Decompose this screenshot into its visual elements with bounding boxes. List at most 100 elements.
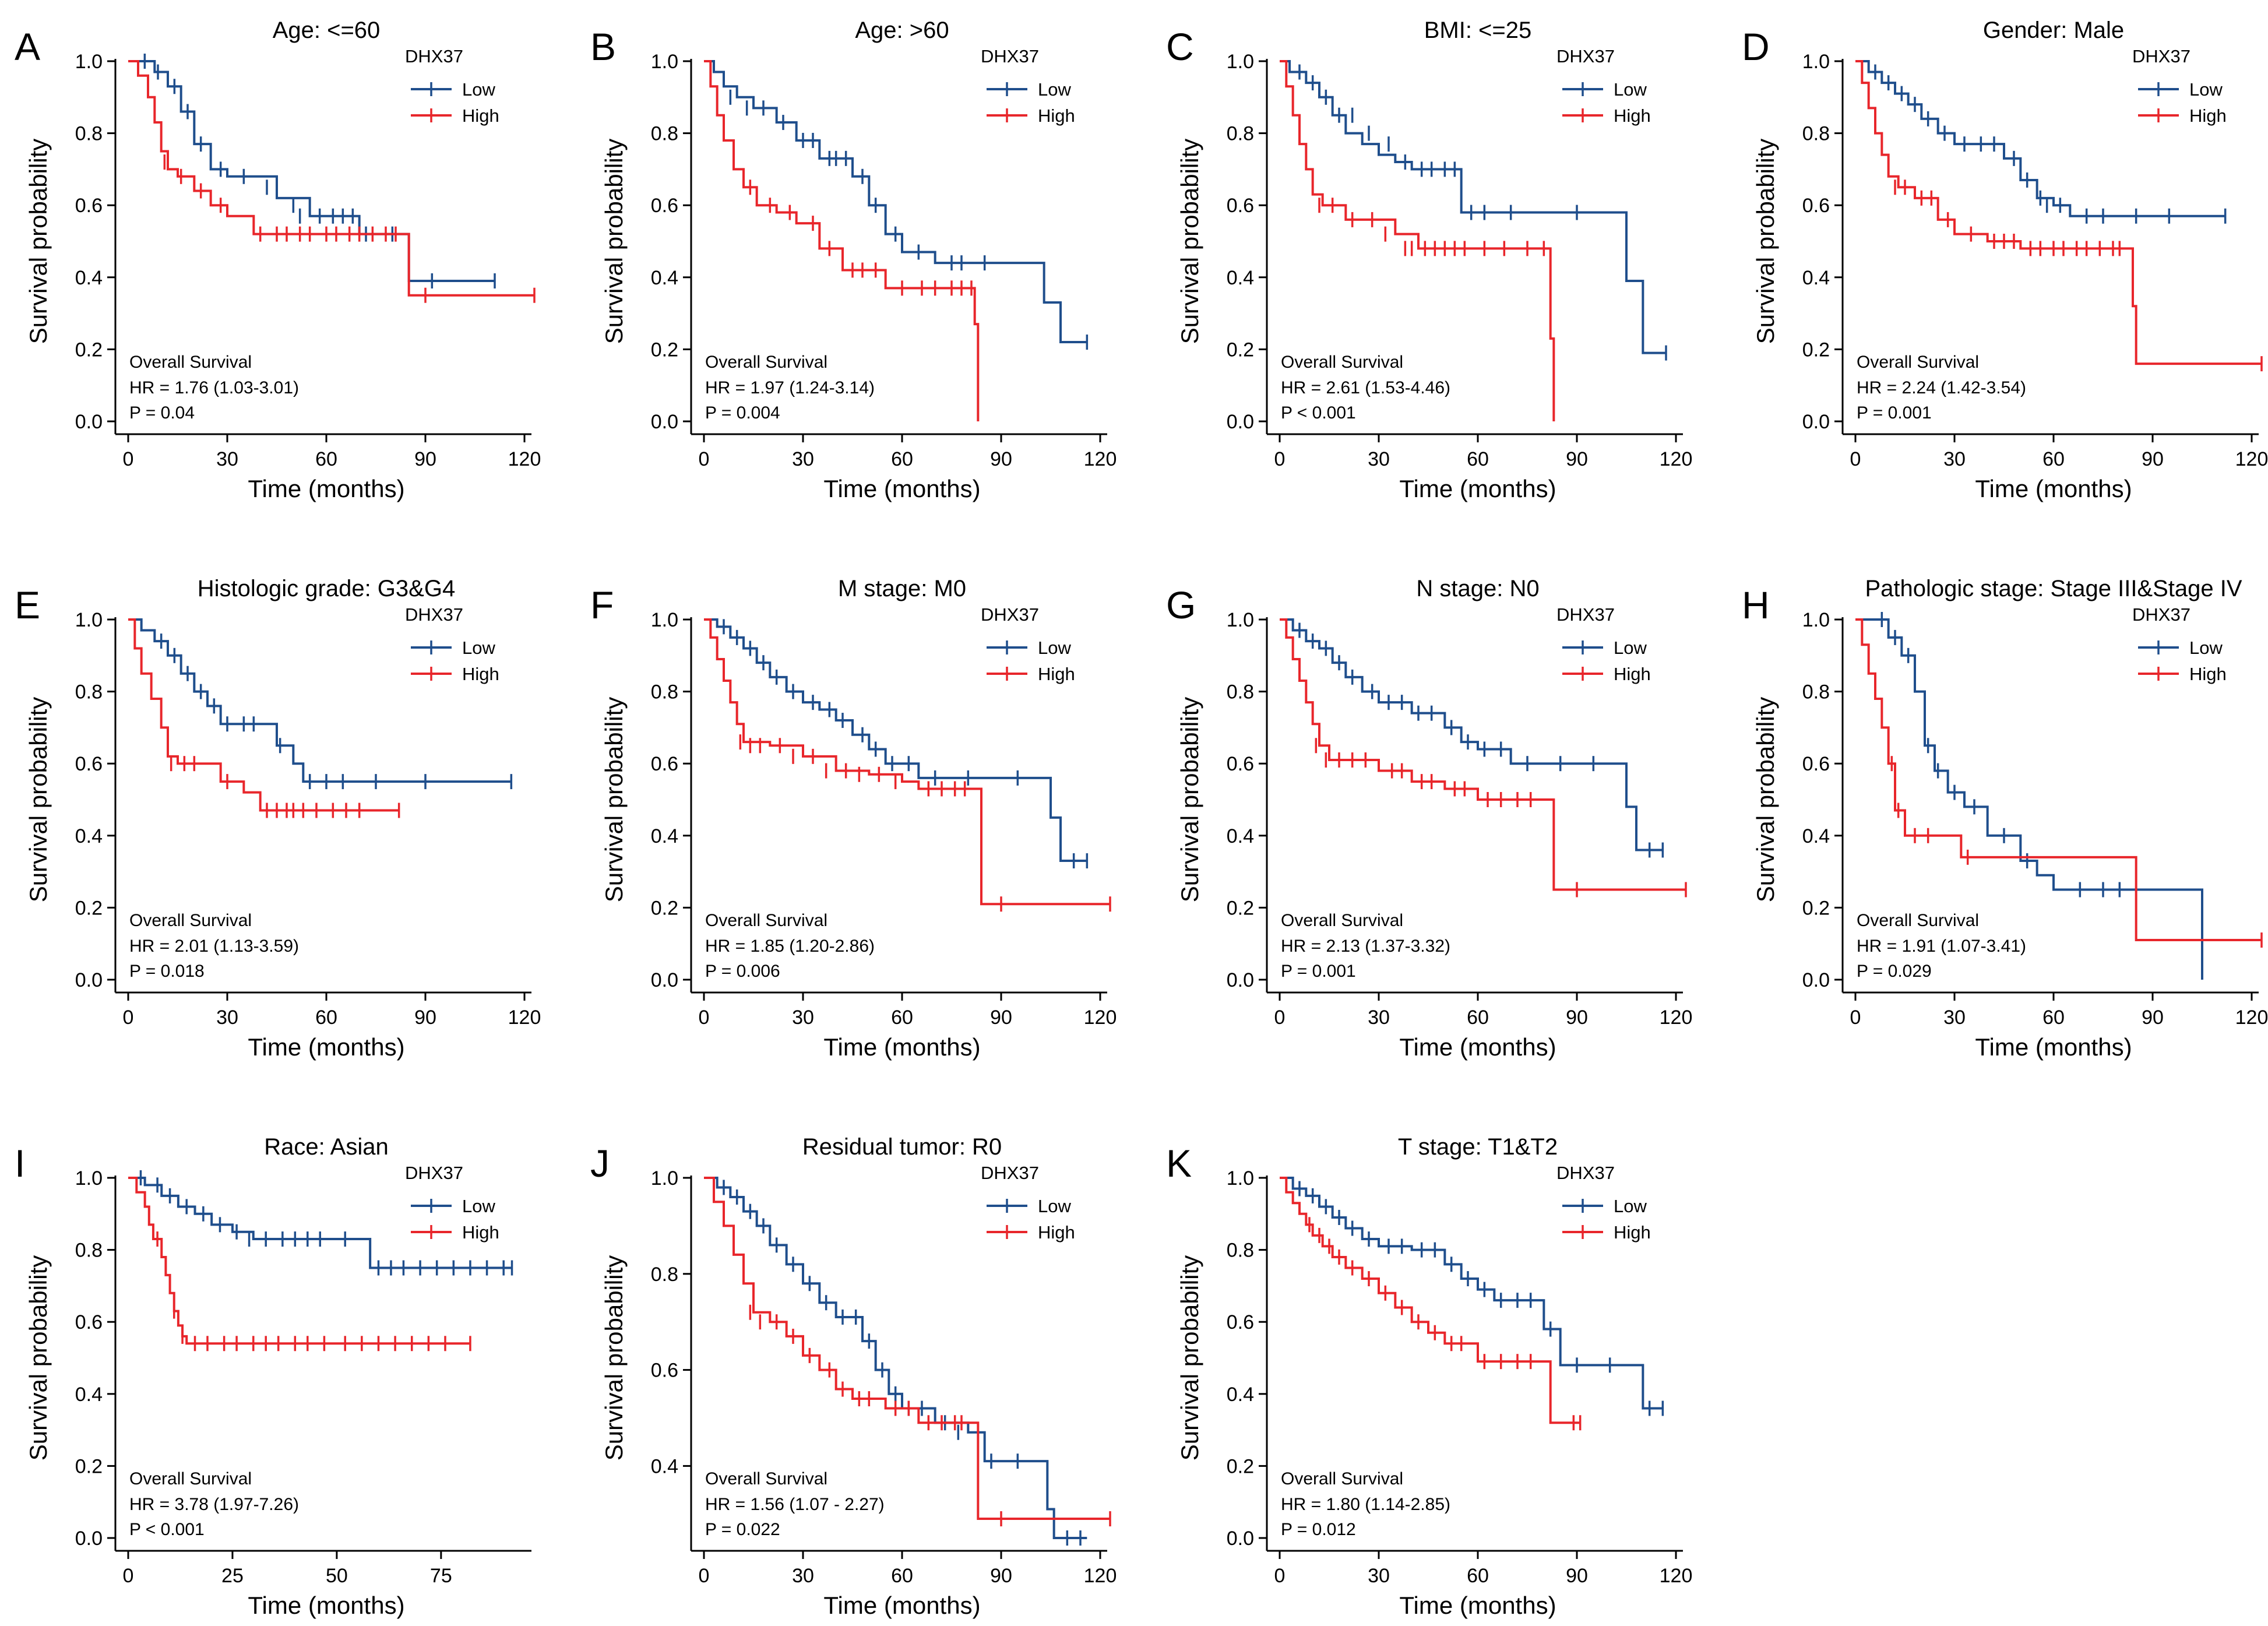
legend-title: DHX37 [1556,1163,1615,1183]
y-tick-label: 0.0 [75,969,103,991]
x-axis-label: Time (months) [1399,1033,1556,1061]
legend-title: DHX37 [981,46,1039,66]
panel-h: H Pathologic stage: Stage III&Stage IV 0.0… [1742,576,2268,1061]
x-tick-label: 120 [1660,1565,1693,1587]
y-tick-label: 0.0 [75,1528,103,1550]
stat-title: Overall Survival [705,911,827,930]
y-tick-label: 1.0 [75,609,103,631]
y-tick-label: 0.0 [1227,969,1254,991]
stat-title: Overall Survival [1281,353,1403,372]
x-tick-label: 60 [2042,448,2065,470]
x-tick-label: 0 [123,1565,134,1587]
y-tick-label: 0.6 [75,753,103,775]
y-tick-label: 0.2 [1227,339,1254,361]
panel-b: B Age: >60 0.0 0.2 0.4 0.6 0.8 1.0 0 30 60 90 120 Tim… [590,17,1117,502]
stat-title: Overall Survival [1281,1469,1403,1488]
hazard-ratio: HR = 2.61 (1.53-4.46) [1281,378,1450,397]
y-tick-label: 0.8 [651,1264,678,1286]
panel-letter: A [15,25,40,68]
x-tick-label: 60 [1467,1006,1489,1029]
panel-f: F M stage: M0 0.0 0.2 0.4 0.6 0.8 1.0 0 30 60 90 120… [590,576,1117,1061]
x-axis-label: Time (months) [248,1033,404,1061]
x-tick-label: 0 [1274,448,1286,470]
y-tick-label: 0.6 [1227,1311,1254,1333]
y-tick-label: 0.0 [75,411,103,433]
panel-letter: I [15,1142,25,1185]
panel-i: I Race: Asian 0.0 0.2 0.4 0.6 0.8 1.0 0 25 50 75 Tim… [15,1134,531,1619]
y-axis-label: Survival probability [1752,139,1779,344]
y-axis-label: Survival probability [24,697,52,903]
x-tick-label: 0 [123,1006,134,1029]
x-tick-label: 60 [315,448,337,470]
x-axis-label: Time (months) [1975,1033,2132,1061]
stat-title: Overall Survival [1281,911,1403,930]
km-curve-high [704,1177,1110,1521]
panel-a: A Age: <=60 0.0 0.2 0.4 0.6 0.8 1.0 0 30 60 90 120 Ti… [15,17,541,502]
panel-title: Histologic grade: G3&G4 [198,576,455,601]
x-tick-label: 120 [2235,1006,2268,1029]
legend-label-low: Low [462,638,495,658]
panel-title: Age: >60 [855,17,949,43]
y-tick-label: 0.6 [651,195,678,217]
panel-title: Pathologic stage: Stage III&Stage IV [1865,576,2242,601]
y-tick-label: 0.6 [651,1360,678,1382]
y-tick-label: 0.4 [651,825,678,847]
legend-title: DHX37 [2132,46,2190,66]
panel-k: K T stage: T1&T2 0.0 0.2 0.4 0.6 0.8 1.0 0 30 60 90… [1166,1134,1692,1619]
x-axis-label: Time (months) [823,1033,980,1061]
y-tick-label: 0.6 [75,1311,103,1333]
km-curve-high [128,60,534,297]
panel-title: BMI: <=25 [1424,17,1532,43]
panel-letter: H [1742,583,1770,627]
x-tick-label: 30 [1368,1006,1390,1029]
km-curve-low [128,1177,512,1269]
panel-letter: C [1166,25,1194,68]
legend-title: DHX37 [981,1163,1039,1183]
x-tick-label: 120 [508,1006,541,1029]
panel-letter: B [590,25,616,68]
y-tick-label: 0.0 [651,411,678,433]
km-curve-low [1280,60,1666,354]
y-tick-label: 0.2 [75,1455,103,1477]
hazard-ratio: HR = 2.24 (1.42-3.54) [1857,378,2026,397]
y-axis-label: Survival probability [1752,697,1779,903]
x-axis-label: Time (months) [248,475,404,502]
y-tick-label: 0.4 [651,267,678,289]
x-tick-label: 60 [891,1565,913,1587]
x-tick-label: 120 [508,448,541,470]
x-tick-label: 120 [1084,1565,1117,1587]
stat-title: Overall Survival [129,353,252,372]
x-tick-label: 120 [1084,448,1117,470]
p-value: P < 0.001 [1281,403,1356,423]
km-curve-low [704,618,1087,863]
km-curve-low [1855,60,2225,217]
y-tick-label: 0.2 [1227,1455,1254,1477]
y-tick-label: 0.0 [651,969,678,991]
y-tick-label: 0.4 [1802,825,1830,847]
legend-label-low: Low [462,1196,495,1216]
x-axis-label: Time (months) [1399,475,1556,502]
x-axis-label: Time (months) [248,1592,404,1619]
legend-label-low: Low [1038,1196,1071,1216]
panel-c: C BMI: <=25 0.0 0.2 0.4 0.6 0.8 1.0 0 30 60 90 120 Ti… [1166,17,1692,502]
y-axis-label: Survival probability [600,697,628,903]
y-tick-label: 0.0 [1227,411,1254,433]
y-tick-label: 1.0 [75,51,103,73]
panel-title: Race: Asian [264,1134,388,1160]
x-tick-label: 50 [326,1565,348,1587]
legend-title: DHX37 [1556,46,1615,66]
x-tick-label: 120 [1660,448,1693,470]
y-tick-label: 1.0 [651,609,678,631]
hazard-ratio: HR = 2.01 (1.13-3.59) [129,937,299,956]
stat-title: Overall Survival [1857,353,1979,372]
x-tick-label: 30 [792,448,814,470]
hazard-ratio: HR = 1.76 (1.03-3.01) [129,378,299,397]
x-tick-label: 90 [990,1006,1012,1029]
panel-e: E Histologic grade: G3&G4 0.0 0.2 0.4 0.6 0.8 1… [15,576,541,1061]
km-curve-low [704,1177,1087,1539]
x-tick-label: 25 [221,1565,244,1587]
y-tick-label: 0.8 [75,681,103,703]
hazard-ratio: HR = 1.56 (1.07 - 2.27) [705,1495,885,1514]
x-tick-label: 0 [1274,1565,1286,1587]
x-tick-label: 90 [1566,1565,1588,1587]
